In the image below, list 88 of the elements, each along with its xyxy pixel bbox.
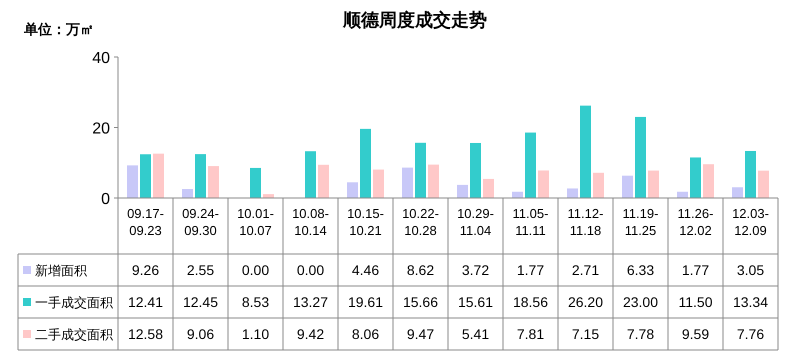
x-tick-label: 11.26-12.02 bbox=[678, 206, 714, 238]
data-label: 13.34 bbox=[732, 294, 768, 310]
data-label: 2.55 bbox=[186, 262, 214, 278]
x-tick-label: 11.19-11.25 bbox=[622, 206, 658, 238]
bar bbox=[318, 164, 329, 198]
legend-label: 二手成交面积 bbox=[35, 327, 113, 342]
data-label: 8.53 bbox=[242, 294, 270, 310]
bar bbox=[703, 164, 714, 198]
bar bbox=[457, 184, 468, 198]
data-label: 8.62 bbox=[406, 262, 434, 278]
x-tick-label: 10.29-11.04 bbox=[457, 206, 494, 238]
data-label: 12.45 bbox=[182, 294, 218, 310]
data-label: 15.61 bbox=[458, 294, 494, 310]
bar bbox=[153, 154, 164, 198]
bar bbox=[402, 168, 413, 198]
bar bbox=[732, 187, 743, 198]
data-label: 26.20 bbox=[568, 294, 604, 310]
bar bbox=[140, 154, 151, 198]
data-label: 1.77 bbox=[516, 262, 544, 278]
x-tick-label: 10.22-10.28 bbox=[402, 206, 439, 238]
bar bbox=[483, 178, 494, 198]
bar bbox=[538, 170, 549, 198]
bar bbox=[758, 170, 769, 198]
x-tick-label: 09.24-09.30 bbox=[182, 206, 219, 238]
legend-label: 新增面积 bbox=[35, 263, 87, 278]
bar bbox=[360, 128, 371, 198]
bar bbox=[415, 142, 426, 198]
data-label: 9.42 bbox=[296, 326, 324, 342]
data-label: 0.00 bbox=[242, 262, 270, 278]
bar bbox=[428, 164, 439, 198]
bar bbox=[567, 188, 578, 198]
data-label: 12.41 bbox=[128, 294, 164, 310]
x-tick-label: 09.17-09.23 bbox=[127, 206, 164, 238]
data-label: 23.00 bbox=[622, 294, 658, 310]
bar bbox=[195, 154, 206, 198]
data-label: 2.71 bbox=[572, 262, 600, 278]
y-tick-label: 40 bbox=[92, 50, 110, 67]
data-label: 5.41 bbox=[462, 326, 490, 342]
bar bbox=[648, 170, 659, 198]
chart-title: 顺德周度成交走势 bbox=[342, 10, 487, 30]
x-tick-label: 11.05-11.11 bbox=[512, 206, 548, 238]
x-tick-label: 10.08-10.14 bbox=[292, 206, 329, 238]
bar bbox=[635, 116, 646, 198]
data-label: 1.77 bbox=[682, 262, 710, 278]
data-label: 13.27 bbox=[292, 294, 328, 310]
data-label: 4.46 bbox=[352, 262, 380, 278]
data-label: 7.81 bbox=[516, 326, 544, 342]
bar bbox=[622, 176, 633, 198]
data-label: 18.56 bbox=[512, 294, 548, 310]
data-label: 7.78 bbox=[626, 326, 654, 342]
bar bbox=[525, 132, 536, 198]
bar bbox=[690, 157, 701, 198]
data-label: 6.33 bbox=[626, 262, 654, 278]
y-axis-title: 单位：万㎡ bbox=[23, 21, 94, 37]
bar bbox=[182, 189, 193, 198]
bar bbox=[470, 142, 481, 198]
legend-label: 一手成交面积 bbox=[35, 295, 113, 310]
data-label: 9.26 bbox=[132, 262, 160, 278]
bar bbox=[250, 168, 261, 198]
data-label: 0.00 bbox=[296, 262, 324, 278]
data-label: 1.10 bbox=[242, 326, 270, 342]
bar bbox=[208, 166, 219, 198]
data-label: 12.58 bbox=[128, 326, 164, 342]
y-tick-label: 20 bbox=[92, 120, 110, 138]
data-label: 7.76 bbox=[736, 326, 764, 342]
data-label: 3.05 bbox=[736, 262, 764, 278]
y-tick-label: 0 bbox=[101, 191, 110, 208]
data-label: 19.61 bbox=[348, 294, 384, 310]
bar bbox=[745, 150, 756, 198]
data-label: 9.59 bbox=[682, 326, 710, 342]
data-label: 9.06 bbox=[186, 326, 214, 342]
data-label: 9.47 bbox=[406, 326, 434, 342]
x-tick-label: 11.12-11.18 bbox=[568, 206, 604, 238]
x-tick-label: 10.01-10.07 bbox=[237, 206, 274, 238]
bar bbox=[580, 106, 591, 198]
x-tick-label: 12.03-12.09 bbox=[732, 206, 769, 238]
bar bbox=[263, 194, 274, 198]
bar bbox=[593, 172, 604, 198]
data-label: 7.15 bbox=[572, 326, 600, 342]
data-label: 11.50 bbox=[678, 294, 713, 310]
bar bbox=[305, 151, 316, 198]
bar bbox=[373, 170, 384, 198]
x-tick-label: 10.15-10.21 bbox=[347, 206, 384, 238]
data-label: 3.72 bbox=[462, 262, 490, 278]
bar bbox=[347, 182, 358, 198]
bar bbox=[127, 165, 138, 198]
data-label: 8.06 bbox=[352, 326, 380, 342]
data-label: 15.66 bbox=[402, 294, 438, 310]
